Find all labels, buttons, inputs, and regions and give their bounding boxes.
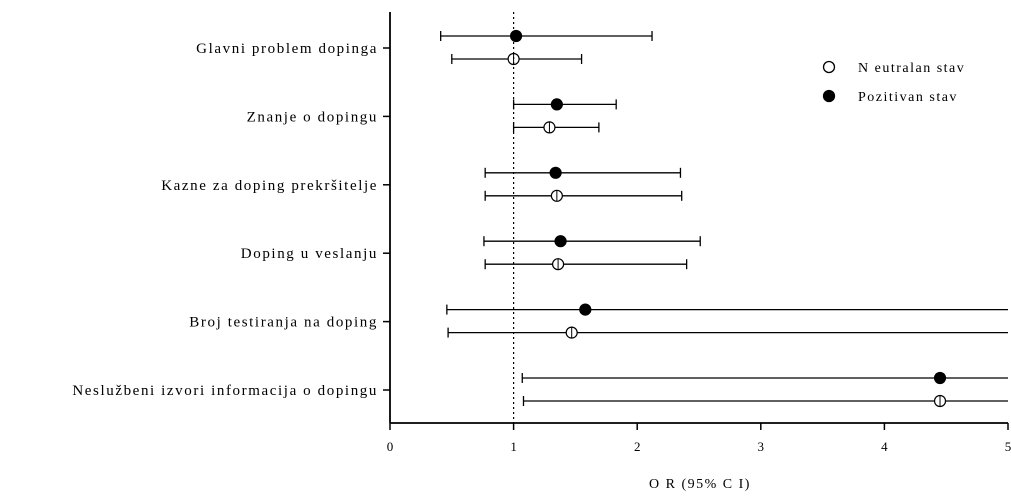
x-tick-label: 2: [634, 439, 641, 454]
x-tick-label: 3: [758, 439, 765, 454]
error-bars: [440, 31, 1008, 406]
point-positive: [509, 29, 523, 43]
legend-positive-marker: [822, 89, 836, 103]
legend: N eutralan stav Pozitivan stav: [822, 60, 965, 105]
point-positive: [554, 235, 567, 248]
category-label: Kazne za doping prekršitelje: [161, 178, 378, 194]
x-tick-label: 1: [510, 439, 517, 454]
category-label: Doping u veslanju: [241, 246, 378, 262]
category-labels: Glavni problem dopinga Znanje o dopingu Ka…: [72, 41, 390, 399]
x-axis-title: O R (95% C I): [649, 477, 751, 492]
point-positive: [550, 98, 563, 111]
x-tick-label: 0: [387, 439, 394, 454]
legend-positive-label: Pozitivan stav: [858, 90, 958, 105]
legend-neutral-marker: [822, 60, 836, 74]
data-markers: [507, 29, 947, 408]
x-axis-ticks: 0 1 2 3 4 5: [387, 423, 1011, 454]
category-label: Broj testiranja na doping: [189, 315, 378, 331]
point-positive: [549, 166, 562, 179]
point-positive: [933, 371, 947, 385]
legend-neutral-label: N eutralan stav: [858, 61, 965, 76]
x-tick-label: 4: [881, 439, 888, 454]
category-label: Znanje o dopingu: [247, 109, 378, 125]
category-label: Glavni problem dopinga: [196, 41, 378, 57]
x-tick-label: 5: [1005, 439, 1011, 454]
category-label: Neslužbeni izvori informacija o dopingu: [72, 383, 378, 399]
point-positive: [579, 303, 592, 316]
